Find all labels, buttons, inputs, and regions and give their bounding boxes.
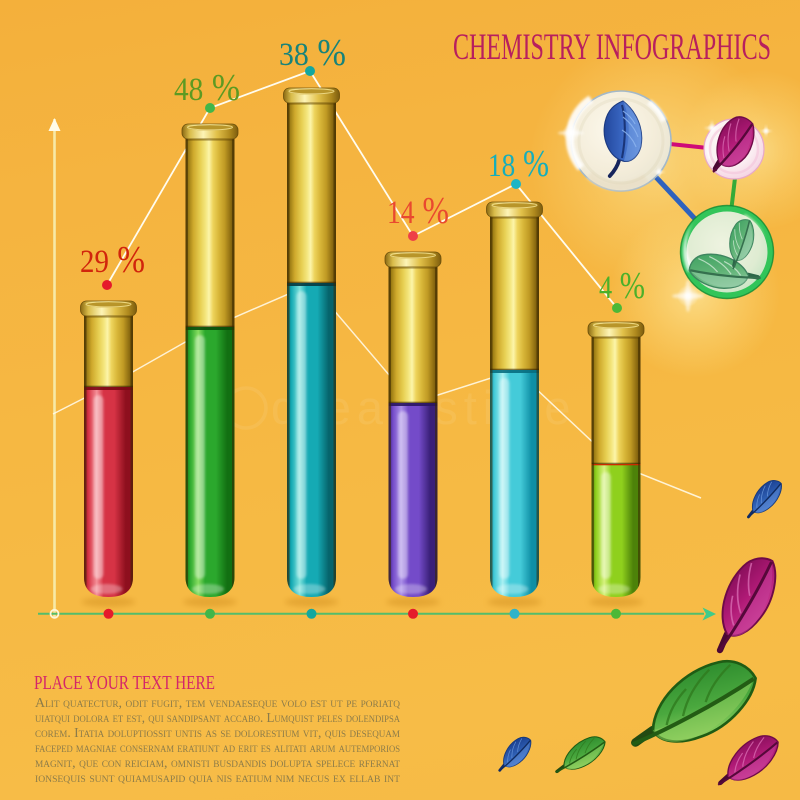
- svg-text:29 %: 29 %: [80, 239, 145, 281]
- svg-text:uiatqui dolora et est, qui san: uiatqui dolora et est, qui sandipsant ac…: [35, 710, 400, 725]
- svg-text:corem. Itatia doluptiossit unt: corem. Itatia doluptiossit untis as se d…: [35, 725, 400, 740]
- svg-text:38 %: 38 %: [279, 32, 346, 74]
- svg-text:PLACE YOUR TEXT HERE: PLACE YOUR TEXT HERE: [34, 672, 215, 694]
- svg-text:4 %: 4 %: [599, 265, 645, 307]
- svg-text:14 %: 14 %: [387, 190, 449, 232]
- svg-text:ionsequis sunt quiamusapid qui: ionsequis sunt quiamusapid quia nis eati…: [35, 770, 401, 785]
- svg-text:18 %: 18 %: [488, 143, 549, 185]
- svg-text:Alit quatectur, odit fugit, te: Alit quatectur, odit fugit, tem vendaese…: [35, 695, 401, 710]
- svg-text:magnit, que con reiciam, omnis: magnit, que con reiciam, omnisti busdand…: [35, 755, 401, 770]
- svg-text:48 %: 48 %: [174, 67, 240, 109]
- svg-text:faceped magniae consernam erat: faceped magniae consernam eratiunt ad er…: [35, 740, 400, 755]
- svg-text:CHEMISTRY INFOGRAPHICS: CHEMISTRY INFOGRAPHICS: [453, 27, 771, 68]
